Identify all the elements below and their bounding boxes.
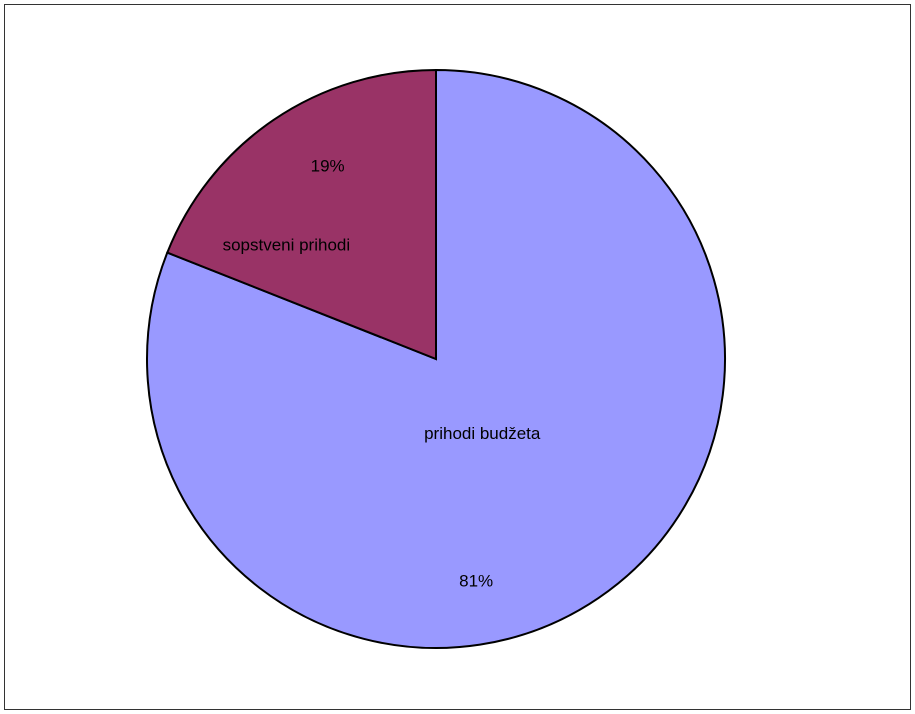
slice-name-label-1: sopstveni prihodi [223, 235, 351, 254]
slice-name-label-0: prihodi budžeta [424, 424, 541, 443]
pie-chart: prihodi budžeta 81% sopstveni prihodi 19% [146, 68, 726, 649]
chart-frame: prihodi budžeta 81% sopstveni prihodi 19% [4, 4, 911, 710]
slice-percent-label-1: 19% [311, 156, 345, 175]
slice-percent-label-0: 81% [459, 572, 493, 591]
pie-slice-1 [165, 68, 437, 361]
